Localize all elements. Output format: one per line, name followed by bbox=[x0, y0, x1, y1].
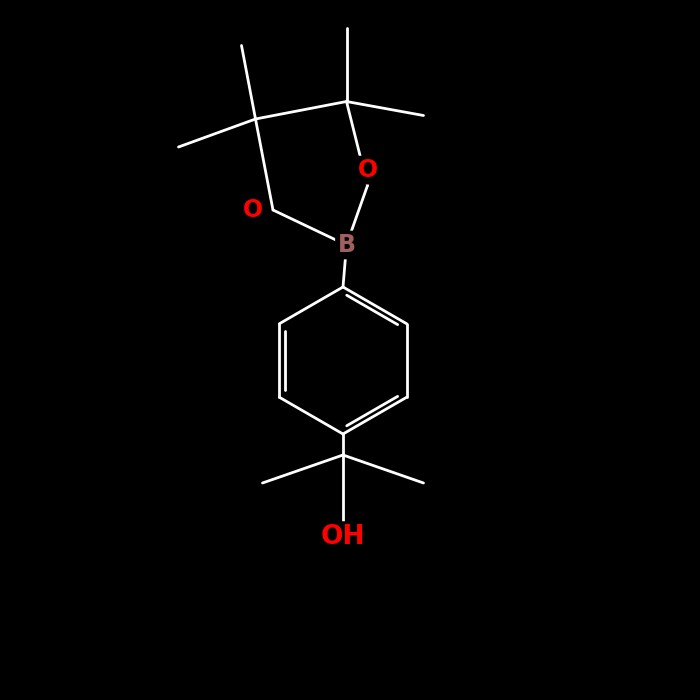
Text: OH: OH bbox=[321, 524, 365, 550]
Text: O: O bbox=[244, 198, 263, 222]
Text: B: B bbox=[337, 233, 356, 257]
Text: O: O bbox=[358, 158, 377, 182]
